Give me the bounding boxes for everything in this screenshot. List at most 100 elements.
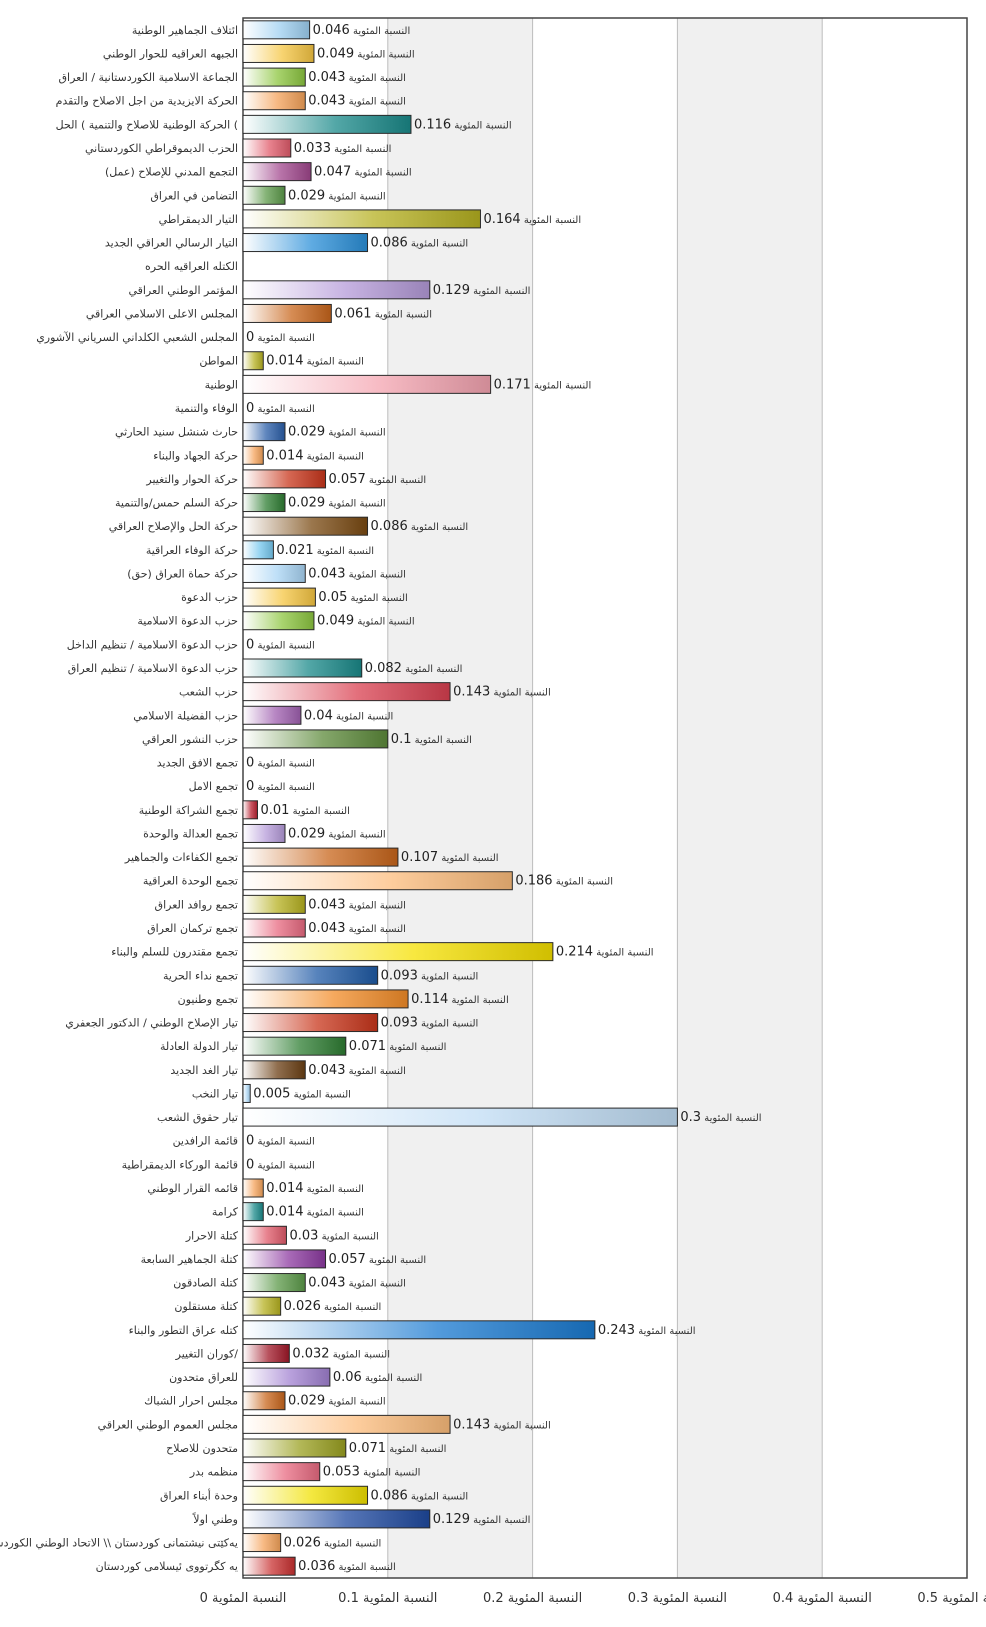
category-label: تجمع نداء الحرية	[163, 969, 238, 982]
value-label: النسبة المئوية 0.3	[680, 1110, 761, 1125]
value-suffix: النسبة المئوية	[345, 97, 405, 108]
value-number: 0.043	[308, 1063, 345, 1078]
bar	[242, 942, 554, 962]
grid-band	[677, 18, 823, 1578]
bar	[242, 516, 369, 536]
value-number: 0.186	[515, 874, 552, 889]
category-label: تيار الإصلاح الوطني / الدكتور الجعفري	[65, 1017, 238, 1030]
value-label: النسبة المئوية 0.164	[483, 212, 581, 227]
bar	[242, 162, 312, 182]
category-label: الحركة الوطنية للاصلاح والتنمية ) الحل (	[56, 118, 238, 131]
value-number: 0.029	[288, 1394, 325, 1409]
bar	[242, 1462, 321, 1482]
bar	[242, 563, 306, 583]
grid-band	[387, 18, 533, 1578]
value-suffix: النسبة المئوية	[290, 1089, 350, 1100]
value-label: النسبة المئوية 0.243	[598, 1323, 696, 1338]
value-suffix: النسبة المئوية	[531, 380, 591, 391]
value-suffix: النسبة المئوية	[701, 1113, 761, 1124]
value-suffix: النسبة المئوية	[490, 1420, 550, 1431]
bar	[242, 1320, 596, 1340]
value-number: 0.043	[308, 921, 345, 936]
value-number: 0.129	[433, 283, 470, 298]
category-label: المجلس الشعبي الكلداني السرياني الآشوري	[36, 331, 238, 344]
value-number: 0.043	[308, 70, 345, 85]
value-label: النسبة المئوية 0.014	[266, 1181, 364, 1196]
value-suffix: النسبة المئوية	[289, 806, 349, 817]
value-label: النسبة المئوية 0.053	[323, 1465, 421, 1480]
category-label: قائمة الرافدين	[173, 1135, 238, 1148]
category-label: حزب الفضيلة الاسلامي	[133, 709, 238, 722]
value-suffix: النسبة المئوية	[386, 1444, 446, 1455]
value-number: 0.06	[333, 1370, 362, 1385]
value-label: النسبة المئوية 0.057	[329, 472, 427, 487]
value-label: النسبة المئوية 0.093	[381, 1016, 479, 1031]
bar	[242, 1249, 327, 1269]
value-suffix: النسبة المئوية	[345, 1066, 405, 1077]
value-number: 0.049	[317, 614, 354, 629]
bar	[242, 611, 315, 631]
value-suffix: النسبة المئوية	[254, 404, 314, 415]
value-label: النسبة المئوية 0.129	[433, 283, 531, 298]
value-label: النسبة المئوية 0.046	[313, 23, 411, 38]
value-label: النسبة المئوية 0.029	[288, 425, 386, 440]
value-suffix: النسبة المئوية	[303, 1208, 363, 1219]
bar	[242, 1509, 431, 1529]
value-label: النسبة المئوية 0.086	[371, 236, 469, 251]
category-label: الجبهه العراقيه للحوار الوطني	[103, 47, 238, 60]
value-label: النسبة المئوية 0.029	[288, 496, 386, 511]
value-label: النسبة المئوية 0.01	[260, 803, 349, 818]
bar	[242, 1225, 287, 1245]
value-label: النسبة المئوية 0.026	[284, 1536, 382, 1551]
category-label: الكتله العراقيه الحره	[145, 260, 238, 273]
value-number: 0.043	[308, 94, 345, 109]
category-label: حركة السلم حمس/والتنمية	[115, 497, 238, 510]
value-label: النسبة المئوية 0	[246, 330, 315, 345]
value-number: 0.029	[288, 188, 325, 203]
value-suffix: النسبة المئوية	[372, 309, 432, 320]
value-number: 0.129	[433, 1512, 470, 1527]
value-suffix: النسبة المئوية	[470, 1515, 530, 1526]
category-label: التضامن في العراق	[150, 189, 238, 202]
bar	[242, 1485, 369, 1505]
value-label: النسبة المئوية 0.071	[349, 1441, 447, 1456]
category-label: كرامة	[212, 1206, 239, 1219]
category-label: مجلس العموم الوطني العراقي	[98, 1418, 238, 1431]
value-suffix: النسبة المئوية	[321, 1539, 381, 1550]
bar	[242, 351, 264, 371]
x-tick-label: 0.1 النسبة المئوية	[338, 1591, 437, 1606]
value-number: 0.143	[453, 685, 490, 700]
bar	[242, 303, 332, 323]
value-suffix: النسبة المئوية	[408, 1491, 468, 1502]
value-number: 0.03	[289, 1228, 318, 1243]
category-label: يەکێتی نیشتمانی کوردستان \\ الاتحاد الوط…	[0, 1537, 238, 1550]
value-number: 0.116	[414, 117, 451, 132]
value-number: 0.04	[304, 708, 333, 723]
value-number: 0.086	[371, 519, 408, 534]
value-number: 0	[246, 401, 254, 416]
bar	[242, 1438, 347, 1458]
category-label: تجمع الامل	[189, 780, 238, 793]
value-number: 0.026	[284, 1536, 321, 1551]
category-label: ائتلاف الجماهير الوطنية	[132, 24, 238, 37]
value-number: 0.014	[266, 448, 303, 463]
bar	[242, 587, 316, 607]
x-tick-label: 0.3 النسبة المئوية	[628, 1591, 727, 1606]
value-label: النسبة المئوية 0.114	[411, 992, 509, 1007]
category-label: تجمع وطنيون	[178, 993, 238, 1006]
category-label: التيار الرسالي العراقي الجديد	[105, 237, 238, 250]
category-label: حركة الحوار والتغيير	[145, 473, 238, 486]
bar	[242, 1202, 264, 1222]
bar	[242, 1367, 331, 1387]
value-number: 0.107	[401, 850, 438, 865]
category-label: تجمع مقتدرون للسلم والبناء	[111, 946, 238, 959]
category-label: حركة الحل والإصلاح العراقي	[109, 520, 238, 533]
value-label: النسبة المئوية 0.043	[308, 1276, 406, 1291]
value-label: النسبة المئوية 0.033	[294, 141, 392, 156]
category-label: المجلس الاعلى الاسلامي العراقي	[86, 307, 238, 320]
bar	[242, 67, 306, 87]
category-label: قائمه القرار الوطني	[147, 1182, 238, 1195]
category-label: حركة الوفاء العراقية	[146, 544, 238, 557]
value-number: 0.046	[313, 23, 350, 38]
